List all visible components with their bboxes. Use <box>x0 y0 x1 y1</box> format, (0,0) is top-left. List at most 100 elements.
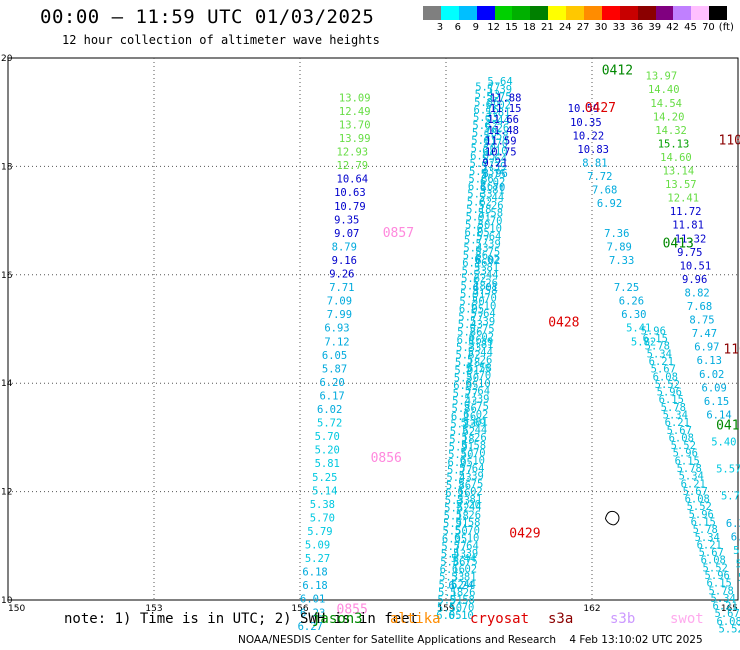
colorbar-swatch <box>566 6 585 20</box>
swath-value: 5.26 <box>473 277 498 289</box>
swath-value: 5.70 <box>449 602 474 614</box>
swath-value: 5.39 <box>459 471 484 483</box>
swath-value: 5.39 <box>481 161 506 173</box>
swath-value: 5.26 <box>450 587 475 599</box>
wave-height-value: 6.09 <box>702 382 727 394</box>
swath-value: 6.10 <box>471 300 496 312</box>
wave-height-value: 6.70 <box>480 182 505 194</box>
swath-value: 5.34 <box>711 593 736 605</box>
swath-value: 6.10 <box>460 455 485 467</box>
wave-height-value: 9.26 <box>329 269 354 281</box>
swath-value: 6.10 <box>465 378 490 390</box>
swath-value: 5.96 <box>705 570 730 582</box>
swath-value: 5.34 <box>647 348 672 360</box>
swath-value: 5.78 <box>693 524 718 536</box>
swath-value: 6.08 <box>717 616 740 628</box>
swath-value: 6.10 <box>454 533 479 545</box>
wave-height-value: 8.82 <box>684 287 709 299</box>
swath-value: 5.44 <box>485 115 510 127</box>
wave-height-value: 9.21 <box>483 157 508 169</box>
wave-height-value: 13.57 <box>665 179 697 191</box>
colorbar-tick-label: 24 <box>558 22 572 33</box>
wave-height-colorbar <box>423 6 728 20</box>
swath-value: 5.26 <box>478 200 503 212</box>
swath-value: 6.10 <box>482 146 507 158</box>
colorbar-swatch <box>512 6 531 20</box>
colorbar-tick-label: 33 <box>612 22 626 33</box>
swath-value: 5.58 <box>455 517 480 529</box>
swath-value: 6.02 <box>480 177 505 189</box>
colorbar-tick-label: (ft) <box>718 22 734 33</box>
swath-value: 5.86 <box>468 173 493 185</box>
wave-height-value: 10.79 <box>334 201 366 213</box>
swath-value: 5.50 <box>437 602 462 614</box>
page-subtitle: 12 hour collection of altimeter wave hei… <box>62 33 380 47</box>
colorbar-tick-label: 70 <box>702 22 715 33</box>
wave-height-value: 7.47 <box>692 328 717 340</box>
lon-tick-label: 159 <box>437 604 454 614</box>
colorbar-swatch <box>476 6 495 20</box>
satellite-legend-item: s3a <box>548 611 574 627</box>
pass-time-label: 0427 <box>585 101 616 116</box>
swath-value: 5.70 <box>477 215 502 227</box>
swath-value: 5.50 <box>448 449 473 461</box>
wave-height-value: 8.79 <box>332 241 357 253</box>
swath-value: 6.02 <box>457 486 482 498</box>
swath-value: 5.33 <box>456 342 481 354</box>
wave-height-value: 5.92 <box>738 572 740 584</box>
satellite-legend-item: s3b <box>610 611 636 627</box>
wave-height-points: 5.645.395.756.025.815.445.265.585.706.10… <box>298 71 740 636</box>
swath-value: 6.05 <box>448 457 473 469</box>
swath-value: 5.50 <box>471 143 496 155</box>
swath-value: 6.05 <box>464 227 489 239</box>
wave-height-value: 11.32 <box>675 233 707 245</box>
wave-height-value: 12.41 <box>667 193 699 205</box>
wave-height-value: 5.17 <box>736 558 740 570</box>
swath-value: 5.67 <box>651 364 676 376</box>
swath-value: 5.77 <box>453 388 478 400</box>
swath-value: 5.44 <box>479 192 504 204</box>
swath-value: 5.44 <box>451 579 476 591</box>
satellite-legend-item: cryosat <box>470 611 530 627</box>
colorbar-tick-labels: 3 6 9 12 15 18 21 24 27 30 33 36 39 42 45 70 (ft) <box>423 22 734 34</box>
swath-value: 5.96 <box>657 387 682 399</box>
colorbar-swatch <box>673 6 692 20</box>
swath-value: 5.62 <box>439 579 464 591</box>
swath-value: 6.16 <box>451 411 476 423</box>
swath-value: 5.81 <box>463 417 488 429</box>
swath-value: 6.15 <box>643 333 668 345</box>
wave-height-value: 5.79 <box>307 526 332 538</box>
swath-value: 5.91 <box>454 365 479 377</box>
lon-tick-label: 156 <box>291 604 308 614</box>
pass-time-label: 0412 <box>602 63 633 78</box>
swath-value: 6.15 <box>675 455 700 467</box>
wave-height-value: 7.25 <box>614 282 639 294</box>
wave-height-value: 5.41 <box>626 323 651 335</box>
colorbar-tick-label: 18 <box>523 22 536 33</box>
wave-height-value: 9.75 <box>677 247 702 259</box>
swath-value: 5.58 <box>483 130 508 142</box>
wave-height-value: 7.12 <box>324 336 349 348</box>
wave-height-value: 14.32 <box>655 125 687 137</box>
swath-value: 6.05 <box>470 150 495 162</box>
colorbar-swatch <box>637 6 656 20</box>
wave-height-value: 7.68 <box>592 185 617 197</box>
wave-height-value: 11.48 <box>487 125 519 137</box>
swath-value: 5.18 <box>472 127 497 139</box>
swath-value: 5.52 <box>687 501 712 513</box>
wave-height-value: 6.14 <box>706 409 731 421</box>
swath-value: 5.75 <box>452 556 477 568</box>
swath-value: 5.52 <box>671 440 696 452</box>
swath-value: 6.08 <box>669 432 694 444</box>
swath-value: 5.81 <box>457 494 482 506</box>
swath-value: 6.08 <box>653 371 678 383</box>
pass-time-label: 0856 <box>371 451 402 466</box>
swath-value: 5.86 <box>452 403 477 415</box>
wave-height-value: 5.40 <box>711 437 736 449</box>
swath-value: 5.58 <box>450 594 475 606</box>
swath-value: 5.39 <box>476 239 501 251</box>
swath-value: 5.77 <box>447 464 472 476</box>
wave-height-value: 6.15 <box>704 396 729 408</box>
